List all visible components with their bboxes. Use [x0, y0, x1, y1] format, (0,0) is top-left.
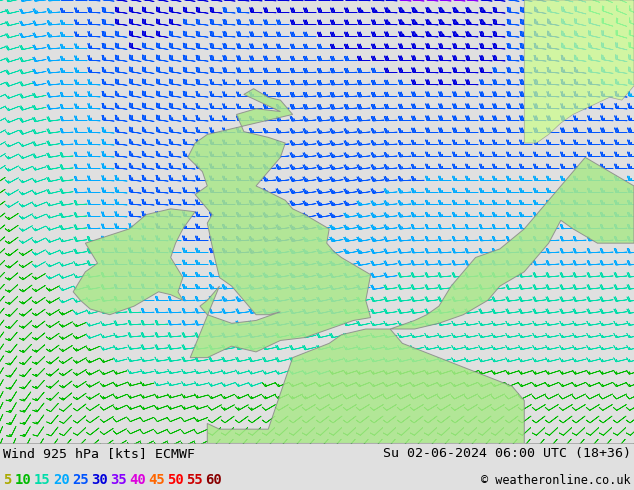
Text: 55: 55	[186, 473, 203, 487]
Text: Su 02-06-2024 06:00 UTC (18+36): Su 02-06-2024 06:00 UTC (18+36)	[383, 447, 631, 461]
Polygon shape	[207, 329, 524, 443]
Text: Wind 925 hPa [kts] ECMWF: Wind 925 hPa [kts] ECMWF	[3, 447, 195, 461]
Text: 15: 15	[34, 473, 51, 487]
Text: 10: 10	[15, 473, 32, 487]
Text: 50: 50	[167, 473, 184, 487]
Text: 20: 20	[53, 473, 70, 487]
Text: 60: 60	[205, 473, 222, 487]
Text: 25: 25	[72, 473, 89, 487]
Polygon shape	[188, 89, 371, 358]
Text: 30: 30	[91, 473, 108, 487]
Text: © weatheronline.co.uk: © weatheronline.co.uk	[481, 474, 631, 487]
Polygon shape	[73, 209, 195, 315]
Text: 40: 40	[129, 473, 146, 487]
Polygon shape	[524, 0, 634, 143]
Text: 5: 5	[3, 473, 11, 487]
Polygon shape	[390, 157, 634, 329]
Text: 35: 35	[110, 473, 127, 487]
Text: 45: 45	[148, 473, 165, 487]
